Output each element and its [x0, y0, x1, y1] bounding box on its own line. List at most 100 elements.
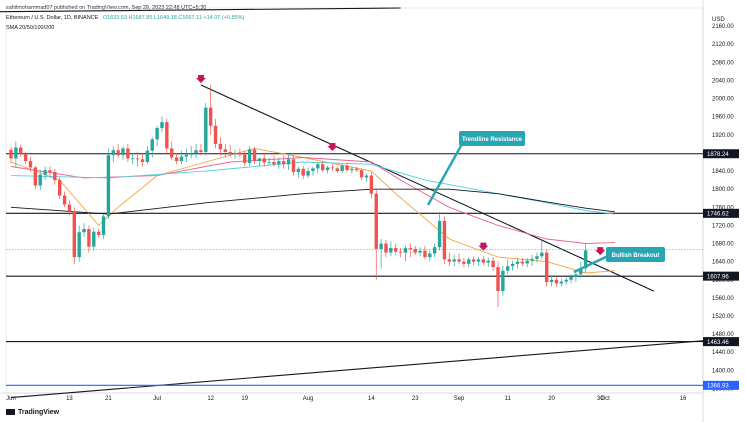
- ma-line-ma200: [10, 188, 615, 215]
- ma-legend-label: SMA 20/50/100/200: [6, 25, 55, 31]
- candle: [82, 223, 86, 237]
- candle-body: [306, 171, 310, 176]
- candle: [194, 143, 198, 159]
- candle-body: [101, 216, 106, 235]
- candle: [9, 147, 13, 164]
- candle: [223, 143, 227, 158]
- candle-body: [82, 229, 86, 233]
- candle-body: [286, 159, 291, 165]
- candle: [520, 258, 525, 267]
- candle-body: [28, 161, 33, 168]
- candle: [325, 165, 330, 174]
- candle-body: [574, 274, 578, 278]
- candle: [403, 245, 408, 262]
- candle: [564, 277, 568, 285]
- candle-body: [520, 261, 525, 264]
- candle-body: [62, 195, 67, 205]
- price-level-label: 1878.24: [707, 152, 729, 158]
- price-level-label: 1607.96: [707, 274, 729, 280]
- candle: [179, 150, 184, 165]
- candle-body: [457, 259, 461, 262]
- candle: [233, 149, 237, 159]
- candle: [374, 189, 378, 280]
- x-tick-label: 23: [412, 396, 419, 402]
- candle-body: [540, 252, 544, 257]
- x-tick-label: Sep: [454, 396, 465, 402]
- candle: [67, 200, 72, 216]
- candle: [437, 211, 442, 251]
- candle-body: [111, 150, 115, 156]
- x-tick-label: 21: [105, 396, 112, 402]
- candle-body: [418, 250, 422, 253]
- candle-body: [165, 122, 169, 149]
- candle: [423, 245, 427, 260]
- candle: [19, 144, 23, 157]
- symbol-info: Ethereum / U.S. Dollar, 1D, BINANCE O163…: [6, 15, 247, 21]
- candle-body: [379, 243, 383, 249]
- candle: [199, 143, 203, 156]
- candle: [243, 150, 247, 167]
- candle-body: [423, 250, 427, 258]
- candle: [350, 166, 354, 174]
- down-arrow-icon: [595, 247, 606, 256]
- price-level-label: 1746.62: [707, 212, 729, 218]
- candle-body: [267, 162, 271, 163]
- candle-body: [53, 171, 57, 181]
- candle: [408, 243, 413, 258]
- price-level-label: 1366.93: [707, 384, 729, 390]
- candle: [335, 166, 339, 174]
- x-tick-label: 16: [680, 396, 687, 402]
- y-tick-label: 2120.00: [712, 42, 734, 48]
- candle: [428, 250, 432, 262]
- x-tick-label: 12: [207, 396, 214, 402]
- candle: [369, 171, 374, 199]
- candle: [96, 229, 101, 238]
- ma-legend: SMA 20/50/100/200: [6, 25, 57, 31]
- candle: [501, 266, 505, 296]
- resistance-line: [200, 84, 655, 292]
- y-tick-label: 1440.00: [712, 350, 734, 356]
- candle-body: [442, 220, 447, 260]
- candle: [447, 252, 451, 267]
- candle: [442, 216, 447, 264]
- candle: [48, 166, 52, 178]
- candle: [569, 274, 573, 284]
- x-tick-label: Aug: [303, 396, 314, 402]
- candle-body: [72, 211, 77, 258]
- candle: [238, 148, 242, 158]
- x-tick-label: Jul: [153, 396, 161, 402]
- candle: [418, 247, 422, 257]
- tradingview-logo-icon: [6, 409, 15, 416]
- candle-body: [447, 259, 451, 262]
- candle-body: [428, 253, 432, 258]
- candle: [282, 155, 286, 169]
- candle-body: [233, 152, 237, 154]
- candle-body: [545, 252, 549, 283]
- candle: [389, 241, 393, 257]
- price-level-tag: [703, 380, 739, 390]
- candle: [204, 103, 208, 156]
- candle-body: [301, 168, 305, 176]
- candle: [476, 257, 481, 267]
- candle: [432, 243, 437, 258]
- candle-body: [311, 168, 315, 172]
- candle: [213, 118, 218, 149]
- candle: [311, 166, 315, 176]
- y-tick-label: 1840.00: [712, 169, 734, 175]
- candle: [457, 253, 461, 264]
- callout-pointer: [573, 254, 609, 274]
- y-tick-label: 2080.00: [712, 60, 734, 66]
- candle-body: [257, 158, 262, 162]
- candle: [126, 143, 130, 162]
- candle-body: [340, 165, 344, 172]
- y-tick-label: 1480.00: [712, 332, 734, 338]
- candle: [554, 277, 559, 287]
- candle-body: [170, 148, 174, 158]
- ma-line-ma100: [10, 161, 615, 215]
- candle: [359, 168, 364, 181]
- candle-body: [369, 175, 374, 194]
- y-tick-label: 1800.00: [712, 187, 734, 193]
- callout-box: [459, 131, 525, 146]
- candle-body: [350, 168, 354, 171]
